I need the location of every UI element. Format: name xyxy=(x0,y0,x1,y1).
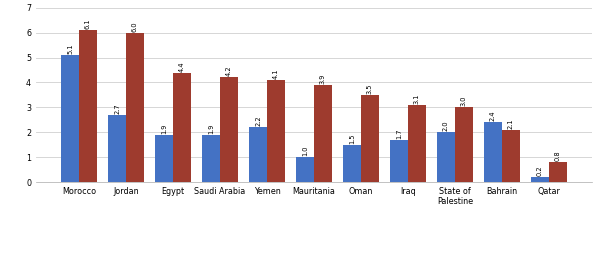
Text: 6.1: 6.1 xyxy=(85,19,91,29)
Bar xyxy=(455,107,473,182)
Bar xyxy=(343,145,361,182)
Text: 5.1: 5.1 xyxy=(67,44,73,54)
Bar xyxy=(390,140,408,182)
Text: 2.0: 2.0 xyxy=(443,121,449,131)
Text: 1.7: 1.7 xyxy=(396,128,402,139)
Text: 1.0: 1.0 xyxy=(302,146,308,156)
Bar xyxy=(296,157,314,182)
Bar xyxy=(502,130,520,182)
Text: 0.2: 0.2 xyxy=(537,165,543,176)
Text: 1.9: 1.9 xyxy=(161,123,167,134)
Bar xyxy=(549,162,567,182)
Text: 4.1: 4.1 xyxy=(273,68,279,79)
Text: 4.4: 4.4 xyxy=(179,61,185,72)
Text: 2.2: 2.2 xyxy=(255,116,261,126)
Text: 1.9: 1.9 xyxy=(208,123,214,134)
Bar xyxy=(437,132,455,182)
Bar xyxy=(79,30,97,182)
Bar xyxy=(61,55,79,182)
Bar xyxy=(155,135,173,182)
Bar xyxy=(173,73,191,182)
Text: 0.8: 0.8 xyxy=(555,151,561,161)
Bar xyxy=(108,115,126,182)
Bar xyxy=(220,77,238,182)
Text: 3.1: 3.1 xyxy=(414,94,420,104)
Bar xyxy=(314,85,332,182)
Bar xyxy=(531,177,549,182)
Text: 3.9: 3.9 xyxy=(320,74,326,84)
Bar xyxy=(267,80,285,182)
Bar xyxy=(361,95,379,182)
Text: 4.2: 4.2 xyxy=(226,66,232,76)
Bar xyxy=(202,135,220,182)
Text: 6.0: 6.0 xyxy=(132,21,138,32)
Text: 2.7: 2.7 xyxy=(114,103,120,114)
Bar xyxy=(126,33,144,182)
Text: 3.5: 3.5 xyxy=(367,83,373,94)
Bar xyxy=(484,122,502,182)
Bar xyxy=(249,127,267,182)
Text: 2.4: 2.4 xyxy=(490,111,496,121)
Text: 3.0: 3.0 xyxy=(461,96,467,106)
Text: 1.5: 1.5 xyxy=(349,133,355,144)
Text: 2.1: 2.1 xyxy=(508,118,514,129)
Bar xyxy=(408,105,426,182)
